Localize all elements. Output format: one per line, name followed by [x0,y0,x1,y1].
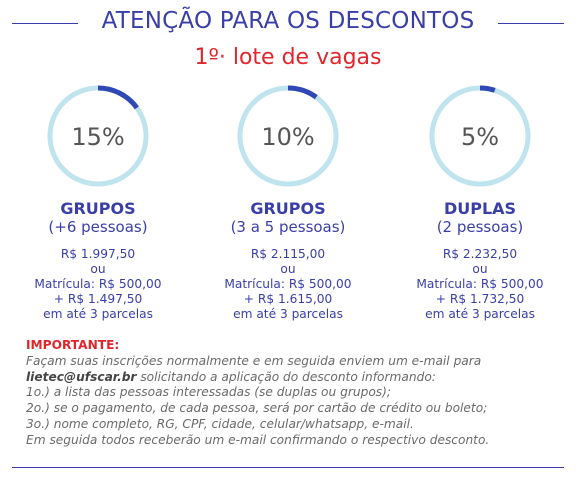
discount-gauge: 5% [429,85,531,187]
notes-line: 1o.) a lista das pessoas interessadas (s… [26,385,391,400]
or-label: ou [280,262,296,276]
notes-title: IMPORTANTE: [26,338,120,352]
notes-line: Em seguida todos receberão um e-mail con… [26,432,490,447]
discount-subtitle: (3 a 5 pessoas) [230,218,346,236]
discount-percent: 15% [71,123,124,151]
notes-line: 3o.) nome completo, RG, CPF, cidade, cel… [26,416,414,431]
discount-subtitle: (+6 pessoas) [48,218,148,236]
enrollment-fee: Matrícula: R$ 500,00 [34,277,162,291]
full-price: R$ 2.232,50 [442,247,518,261]
discount-card: 10% GRUPOS (3 a 5 pessoas) R$ 2.115,00 o… [203,84,373,322]
discount-card: 15% GRUPOS (+6 pessoas) R$ 1.997,50 ou M… [13,84,183,322]
header-rule-right [498,23,564,24]
discount-percent: 10% [261,123,314,151]
installment-terms: em até 3 parcelas [43,307,153,321]
notes-line: Façam suas inscrições normalmente e em s… [26,353,482,368]
notes-line: lietec@ufscar.br solicitando a aplicação… [26,370,566,386]
or-label: ou [90,262,106,276]
discount-gauge: 10% [237,85,339,187]
installment-amount: + R$ 1.615,00 [243,292,333,306]
installment-terms: em até 3 parcelas [425,307,535,321]
discount-gauge: 15% [47,85,149,187]
contact-email[interactable]: lietec@ufscar.br [26,369,137,384]
full-price: R$ 1.997,50 [60,247,136,261]
discount-title: GRUPOS [250,199,326,218]
notes-line: 2o.) se o pagamento, de cada pessoa, ser… [26,401,488,416]
installment-amount: + R$ 1.732,50 [435,292,525,306]
important-notes: IMPORTANTE: Façam suas inscrições normal… [26,338,566,449]
discount-percent: 5% [461,123,499,151]
lot-subtitle: 1º· lote de vagas [194,45,382,70]
discount-title: GRUPOS [60,199,136,218]
notes-line-text: solicitando a aplicação do desconto info… [136,369,436,384]
page-title: ATENÇÃO PARA OS DESCONTOS [101,8,475,34]
discount-subtitle: (2 pessoas) [436,218,524,236]
installment-terms: em até 3 parcelas [233,307,343,321]
enrollment-fee: Matrícula: R$ 500,00 [224,277,352,291]
footer-rule [12,467,564,468]
gauge-fill [47,85,149,187]
enrollment-fee: Matrícula: R$ 500,00 [416,277,544,291]
full-price: R$ 2.115,00 [250,247,326,261]
gauge-fill [237,85,339,187]
gauge-fill [429,85,531,187]
installment-amount: + R$ 1.497,50 [53,292,143,306]
header-rule-left [12,23,78,24]
or-label: ou [472,262,488,276]
discount-card: 5% DUPLAS (2 pessoas) R$ 2.232,50 ou Mat… [395,84,565,322]
discount-title: DUPLAS [443,199,517,218]
